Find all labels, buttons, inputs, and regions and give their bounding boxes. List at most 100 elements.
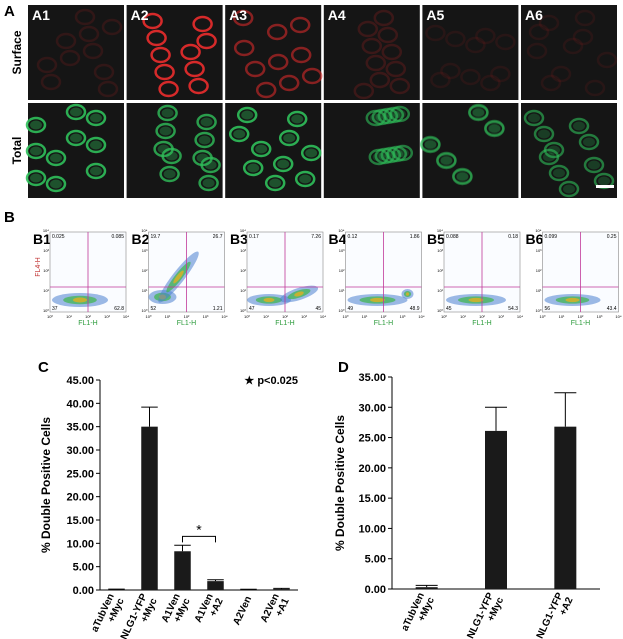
y-tick-label: 10² [43,268,49,273]
cell [59,49,81,67]
quadrant-value: 0.085 [111,234,124,240]
quadrant-value: 56 [545,306,551,312]
cell-body [528,113,540,123]
bar [174,551,191,590]
cell [25,142,47,160]
quadrant-value: 0.18 [508,234,518,240]
cell-body [30,146,42,156]
cell [294,170,316,188]
cell [460,68,481,86]
cell [436,152,457,170]
x-tick-label: 10³ [400,314,406,319]
x-axis-label: FL1-H [78,320,97,327]
x-tick-label: 10⁰ [145,314,151,319]
micrograph [28,5,124,100]
cell-body [277,159,290,169]
x-axis-label: FL1-H [374,320,393,327]
cell [40,73,62,91]
y-tick-label: 10² [142,268,148,273]
cell [300,144,322,162]
cell-body [538,129,550,139]
cell-body [30,173,42,183]
cell [45,149,67,167]
cell [244,60,266,78]
cell [550,65,572,83]
y-tick-label: 20.00 [358,463,386,475]
cell [45,175,67,193]
cell-body [472,107,485,117]
cell [361,37,383,55]
x-tick-label: 10³ [498,314,504,319]
cell [480,74,501,92]
cell [255,81,277,99]
cell-body [283,133,296,143]
x-tick-label: 10² [184,314,190,319]
cell [25,116,47,134]
significance-bracket [182,535,216,543]
quadrant-value: 7.26 [311,234,321,240]
cell-body [200,117,213,127]
cell [85,109,107,127]
x-tick-label: 10² [479,314,485,319]
y-tick-label: 25.00 [358,433,386,445]
cell [368,148,390,166]
cell [365,54,387,72]
cell [452,168,473,186]
y-axis-label: FL4-H [35,257,42,276]
cell-body [90,113,102,123]
cell [540,74,562,92]
cell [484,120,505,138]
cell-body [553,168,565,178]
plot-label: B1 [33,231,51,247]
x-tick-label: 10² [578,314,584,319]
x-tick-label: A2Ven+A1 [259,592,292,629]
cell [365,109,387,127]
x-tick-label: 10⁰ [441,314,447,319]
x-tick-label: 10¹ [559,314,565,319]
cell-body [488,123,501,133]
cell-body [456,172,469,182]
cell-body [157,144,170,154]
cell [264,174,286,192]
cell-body [456,171,469,181]
quadrant-value: 43.4 [607,306,617,312]
y-tick-label: 10⁴ [43,228,49,233]
significance-label: * [196,521,202,537]
y-tick-label: 10³ [536,248,542,253]
y-tick-label: 0.00 [365,584,386,596]
plot-label: B6 [526,231,544,247]
cell [596,51,618,69]
y-tick-label: 25.00 [66,468,94,480]
cell [158,80,179,98]
cell [154,63,175,81]
quadrant-value: 19.7 [151,234,161,240]
y-tick-label: 10⁰ [43,308,49,313]
y-tick-label: 40.00 [66,398,94,410]
x-tick-label: 10⁴ [123,314,129,319]
y-tick-label: 10² [536,268,542,273]
cell [25,169,47,187]
x-tick-label: 10³ [104,314,110,319]
cell-body [90,166,102,176]
cell [445,30,466,48]
event-center [565,297,580,303]
quadrant-value: 48.9 [410,306,420,312]
y-tick-label: 10¹ [43,288,49,293]
cell [82,42,104,60]
cell [475,27,496,45]
quadrant-value: 37 [52,306,58,312]
cell-body [196,153,209,163]
cell [97,80,119,98]
x-axis-label: FL1-H [177,320,196,327]
cell [548,164,570,182]
image-label: A2 [131,7,149,23]
cell [184,60,205,78]
cell [523,109,545,127]
x-tick-label: 10¹ [165,314,171,319]
x-tick-label: A1Ven+A2 [193,592,226,629]
cell-body [202,178,215,188]
bar [207,581,224,590]
cell [278,74,300,92]
cell [440,62,461,80]
panel-letter: A [4,3,15,20]
